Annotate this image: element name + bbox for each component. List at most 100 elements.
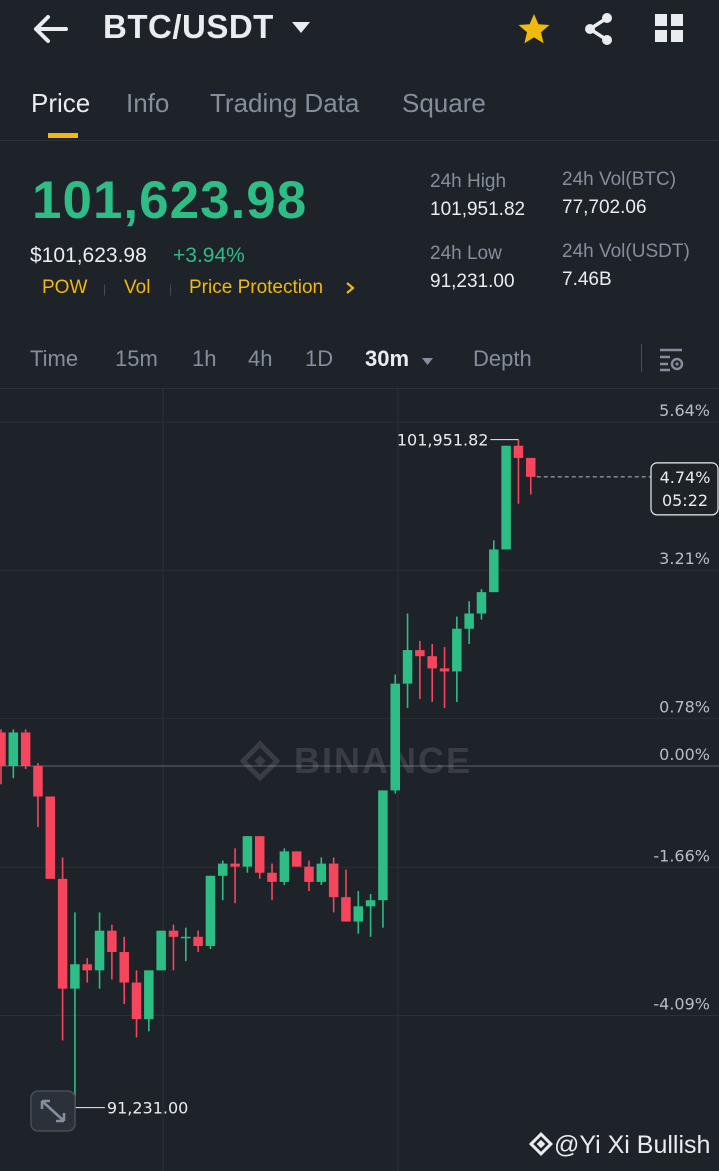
y-axis-tick-label: 0.78% xyxy=(659,697,710,716)
current-change-label: 4.74% xyxy=(660,468,711,487)
candle-body xyxy=(254,836,265,873)
candle xyxy=(279,848,290,885)
candle xyxy=(439,647,450,709)
grid-menu-icon[interactable] xyxy=(654,13,684,48)
candlestick-chart[interactable]: BINANCE 5.64% 3.21% 0.78% 0.00% -1.66% -4.09%… xyxy=(0,389,719,1171)
candle xyxy=(427,644,437,702)
candle-body xyxy=(20,732,31,766)
candle xyxy=(8,729,19,779)
candle xyxy=(94,912,105,989)
candle-body xyxy=(365,900,376,907)
tag-vol[interactable]: Vol xyxy=(124,277,151,298)
active-tab-indicator xyxy=(48,133,78,138)
candle xyxy=(341,869,351,922)
binance-watermark: BINANCE xyxy=(239,740,472,782)
user-watermark: @Yi Xi Bullish xyxy=(528,1131,710,1160)
current-price-tag[interactable]: 4.74% 05:22 xyxy=(650,462,719,516)
candle xyxy=(291,851,302,867)
tab-price[interactable]: Price xyxy=(31,88,91,118)
candle xyxy=(304,860,314,892)
candle xyxy=(316,857,327,885)
caret-down-icon[interactable] xyxy=(421,353,434,371)
svg-text:BINANCE: BINANCE xyxy=(294,740,472,781)
tf-15m[interactable]: 15m xyxy=(115,346,158,371)
star-icon[interactable] xyxy=(516,12,552,51)
candle-body xyxy=(119,952,129,983)
candle-body xyxy=(131,982,142,1020)
candle xyxy=(168,924,179,971)
max-price-label: 101,951.82 xyxy=(397,431,489,450)
y-axis-tick-label: -1.66% xyxy=(653,846,710,865)
candle xyxy=(82,958,92,983)
trading-pair-title[interactable]: BTC/USDT xyxy=(103,8,274,45)
candle xyxy=(156,930,166,971)
candle-body xyxy=(144,970,154,1020)
candle-body xyxy=(489,549,499,593)
candle xyxy=(57,857,68,1041)
stat-vol-usdt-label: 24h Vol(USDT) xyxy=(562,241,690,262)
chevron-right-icon[interactable] xyxy=(344,277,356,302)
candle-body xyxy=(390,683,400,791)
candle-body xyxy=(230,863,240,867)
tab-info[interactable]: Info xyxy=(126,88,170,118)
top-bar: BTC/USDT xyxy=(0,0,719,62)
candle-body xyxy=(439,668,450,672)
tf-1d[interactable]: 1D xyxy=(305,346,334,371)
last-price: 101,623.98 xyxy=(32,171,308,230)
candle xyxy=(390,674,400,794)
candle-body xyxy=(316,863,327,882)
candle-countdown-label: 05:22 xyxy=(662,491,708,510)
tag-separator: | xyxy=(103,282,107,296)
stat-high-label: 24h High xyxy=(430,171,507,192)
candle xyxy=(402,613,413,709)
y-axis-tick-label: 0.00% xyxy=(659,745,710,764)
candle-body xyxy=(402,650,413,684)
expand-icon[interactable] xyxy=(30,1090,76,1132)
candle xyxy=(415,640,425,699)
tf-4h[interactable]: 4h xyxy=(248,346,273,371)
candle xyxy=(476,589,487,620)
candle-body xyxy=(168,930,179,937)
main-tabs: Price Info Trading Data Square xyxy=(0,78,719,141)
tf-depth[interactable]: Depth xyxy=(473,346,532,371)
binance-logo-icon xyxy=(528,1131,554,1157)
candle xyxy=(526,457,536,495)
candle xyxy=(144,970,154,1032)
price-change-percent: +3.94% xyxy=(173,244,245,267)
tf-1h[interactable]: 1h xyxy=(192,346,217,371)
candle xyxy=(254,836,265,879)
share-icon[interactable] xyxy=(582,12,616,51)
tag-price-protection[interactable]: Price Protection xyxy=(189,277,324,298)
chart-settings-icon[interactable] xyxy=(658,347,686,378)
candle-body xyxy=(501,445,511,550)
user-watermark-text: @Yi Xi Bullish xyxy=(554,1131,711,1159)
tf-time[interactable]: Time xyxy=(30,346,79,371)
divider xyxy=(641,344,642,372)
candle-body xyxy=(415,650,425,657)
tf-30m[interactable]: 30m xyxy=(365,346,410,371)
stat-vol-btc-value: 77,702.06 xyxy=(562,197,647,218)
tag-separator: | xyxy=(169,282,173,296)
stat-vol-btc-label: 24h Vol(BTC) xyxy=(562,169,677,190)
candle xyxy=(70,912,80,1108)
candle-body xyxy=(45,796,56,879)
candle xyxy=(131,970,142,1038)
candle xyxy=(0,729,6,785)
back-arrow-icon[interactable] xyxy=(30,12,70,46)
tab-square[interactable]: Square xyxy=(402,88,486,118)
candle-body xyxy=(513,445,524,458)
candle-body xyxy=(181,936,191,939)
candle xyxy=(353,891,364,934)
candle-body xyxy=(205,875,216,946)
candle xyxy=(267,863,277,901)
tag-pow[interactable]: POW xyxy=(42,277,88,298)
min-price-label: 91,231.00 xyxy=(107,1099,188,1118)
tab-trading-data[interactable]: Trading Data xyxy=(210,88,360,118)
caret-down-icon[interactable] xyxy=(290,20,312,41)
candle-body xyxy=(82,964,92,971)
candle-body xyxy=(33,766,43,797)
candle xyxy=(328,857,339,913)
stat-vol-usdt-value: 7.46B xyxy=(562,269,612,290)
candle-body xyxy=(353,906,364,922)
candle-body xyxy=(193,936,203,946)
